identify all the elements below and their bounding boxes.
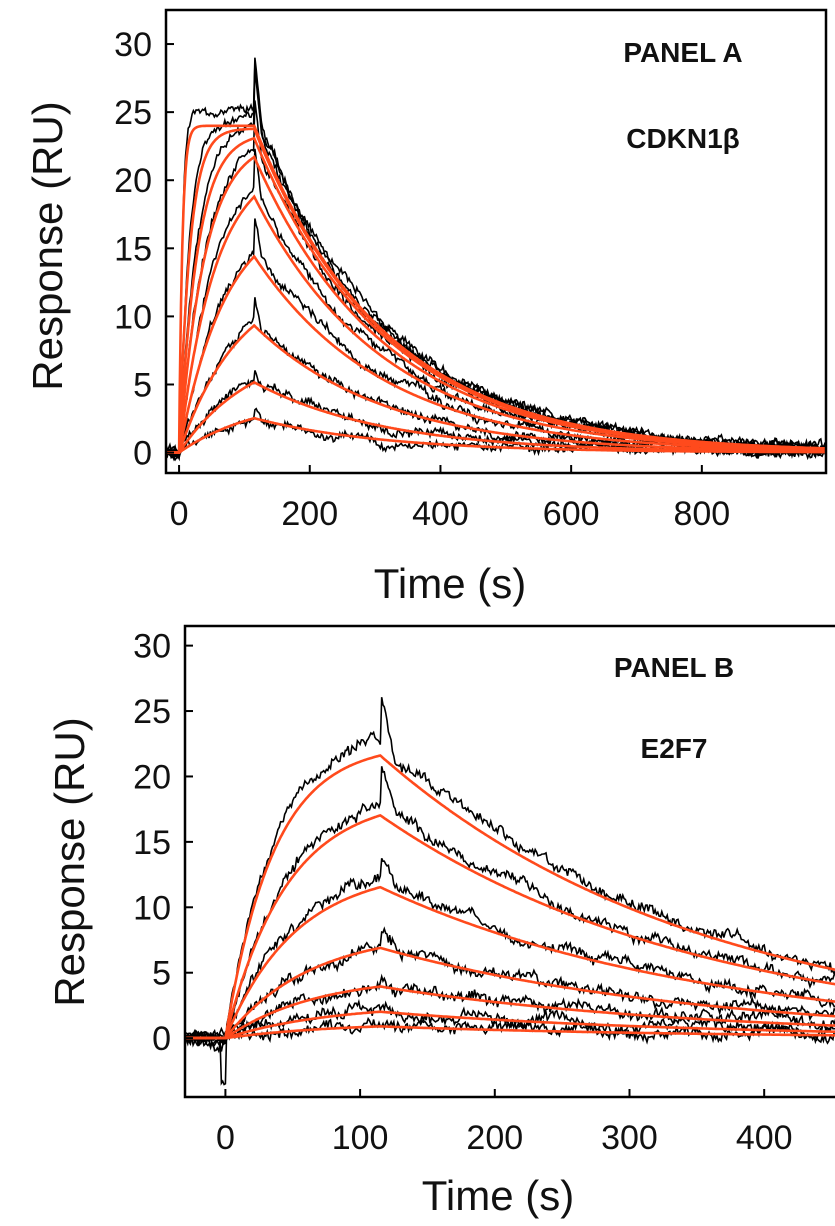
panel-a-y-tick-label: 5 [133, 366, 152, 404]
panel-b-y-tick-label: 30 [133, 628, 171, 666]
panel-a-fit-curve [166, 323, 826, 454]
panel-b-x-tick-label: 100 [332, 1119, 389, 1157]
panel-b-x-tick-label: 400 [736, 1119, 793, 1157]
panel-a-measured-trace [166, 57, 826, 460]
panel-b-measured-trace [185, 766, 835, 1054]
panel-a-measured-trace [166, 218, 826, 462]
panel-b-label: PANEL B [614, 652, 734, 683]
panel-b-x-tick-label: 300 [601, 1119, 658, 1157]
panel-b-y-axis-title: Response (RU) [46, 717, 93, 1006]
panel-b-fit-curve [185, 754, 835, 1040]
panel-b-fit-curve [185, 946, 835, 1040]
panel-a-y-tick-label: 0 [133, 435, 152, 473]
panel-a-y-tick-label: 25 [114, 94, 152, 132]
panel-b-measured-trace [185, 697, 835, 1086]
panel-a-fit-curve [166, 154, 826, 454]
panel-a-fit-curve [166, 194, 826, 454]
panel-a: 0 200 400 600 800 0 5 10 15 20 25 30 PANEL A CDKN1β… [24, 8, 828, 607]
panel-b-measured-trace [185, 926, 835, 1051]
panel-b-fit-curve [185, 1010, 835, 1040]
panel-b-x-tick-label: 0 [216, 1119, 235, 1157]
panel-b-y-tick-label: 5 [152, 955, 171, 993]
panel-a-label: PANEL A [623, 37, 742, 68]
panel-b-measured-trace [185, 973, 835, 1048]
panel-b-x-axis-title: Time (s) [422, 1172, 574, 1219]
panel-b-frame [183, 624, 835, 1099]
panel-b-analyte: E2F7 [641, 733, 708, 764]
panel-b-fit-curve [185, 813, 835, 1040]
panel-a-y-axis-title: Response (RU) [24, 101, 71, 390]
panel-b-fit-curve [185, 1025, 835, 1040]
panel-a-y-tick-label: 20 [114, 162, 152, 200]
panel-a-y-tick-label: 15 [114, 230, 152, 268]
panel-b-fit-curve [185, 985, 835, 1040]
panel-a-series [166, 57, 826, 462]
panel-a-x-axis-title: Time (s) [374, 560, 526, 607]
panel-a-y-tick-label: 30 [114, 26, 152, 64]
panel-a-y-tick-label: 10 [114, 298, 152, 336]
panel-a-analyte: CDKN1β [626, 123, 740, 154]
panel-a-frame [164, 8, 828, 475]
panel-b-y-tick-label: 0 [152, 1020, 171, 1058]
panel-b-series [185, 697, 835, 1086]
panel-a-x-tick-label: 200 [281, 495, 338, 533]
panel-a-x-tick-label: 400 [412, 495, 469, 533]
panel-a-x-tick-label: 600 [543, 495, 600, 533]
panel-a-x-tick-label: 0 [170, 495, 189, 533]
panel-b-y-tick-label: 15 [133, 824, 171, 862]
panel-a-fit-curve [166, 254, 826, 454]
panel-a-x-tick-label: 800 [673, 495, 730, 533]
panel-b-fit-curve [185, 885, 835, 1040]
panel-b-x-tick-label: 200 [466, 1119, 523, 1157]
panel-b: 0 100 200 300 400 0 5 10 15 20 25 30 PANEL B E2F7 T… [46, 624, 835, 1219]
panel-b-y-tick-label: 10 [133, 889, 171, 927]
panel-b-ticks: 0 100 200 300 400 0 5 10 15 20 25 30 [133, 628, 792, 1157]
panel-b-y-tick-label: 20 [133, 758, 171, 796]
panel-a-fit-curve [166, 416, 826, 454]
panel-a-ticks: 0 200 400 600 800 0 5 10 15 20 25 30 [114, 26, 730, 533]
panel-b-y-tick-label: 25 [133, 693, 171, 731]
